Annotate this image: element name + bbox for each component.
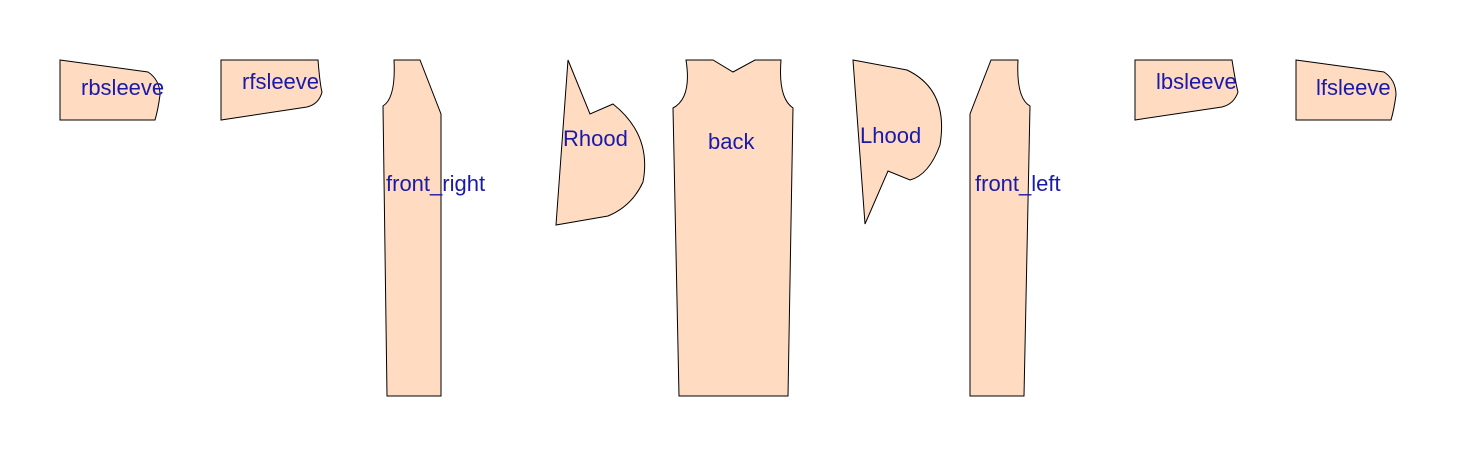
piece-rbsleeve-label: rbsleeve	[81, 75, 164, 100]
piece-lfsleeve[interactable]: lfsleeve	[1295, 59, 1397, 121]
piece-rhood-label: Rhood	[563, 126, 628, 151]
piece-rhood-outline	[555, 59, 646, 226]
piece-lbsleeve-label: lbsleeve	[1156, 69, 1237, 94]
piece-front-left-outline	[969, 59, 1031, 397]
piece-lhood-outline	[852, 59, 943, 225]
piece-lhood[interactable]: Lhood	[852, 59, 943, 225]
piece-rfsleeve[interactable]: rfsleeve	[220, 59, 323, 121]
piece-rfsleeve-outline	[220, 59, 323, 121]
piece-back-outline	[672, 59, 794, 397]
piece-rfsleeve-label: rfsleeve	[242, 69, 319, 94]
piece-lhood-label: Lhood	[860, 123, 921, 148]
piece-front-right[interactable]: front_right	[382, 59, 485, 397]
piece-lfsleeve-outline	[1295, 59, 1397, 121]
piece-rbsleeve-outline	[59, 59, 161, 121]
piece-front-right-outline	[382, 59, 442, 397]
piece-lbsleeve[interactable]: lbsleeve	[1134, 59, 1239, 121]
piece-lfsleeve-label: lfsleeve	[1316, 75, 1391, 100]
piece-front-left[interactable]: front_left	[969, 59, 1061, 397]
piece-back-label: back	[708, 129, 755, 154]
piece-rhood[interactable]: Rhood	[555, 59, 646, 226]
piece-front-left-label: front_left	[975, 171, 1061, 196]
piece-back[interactable]: back	[672, 59, 794, 397]
piece-front-right-label: front_right	[386, 171, 485, 196]
piece-rbsleeve[interactable]: rbsleeve	[59, 59, 164, 121]
piece-lbsleeve-outline	[1134, 59, 1239, 121]
